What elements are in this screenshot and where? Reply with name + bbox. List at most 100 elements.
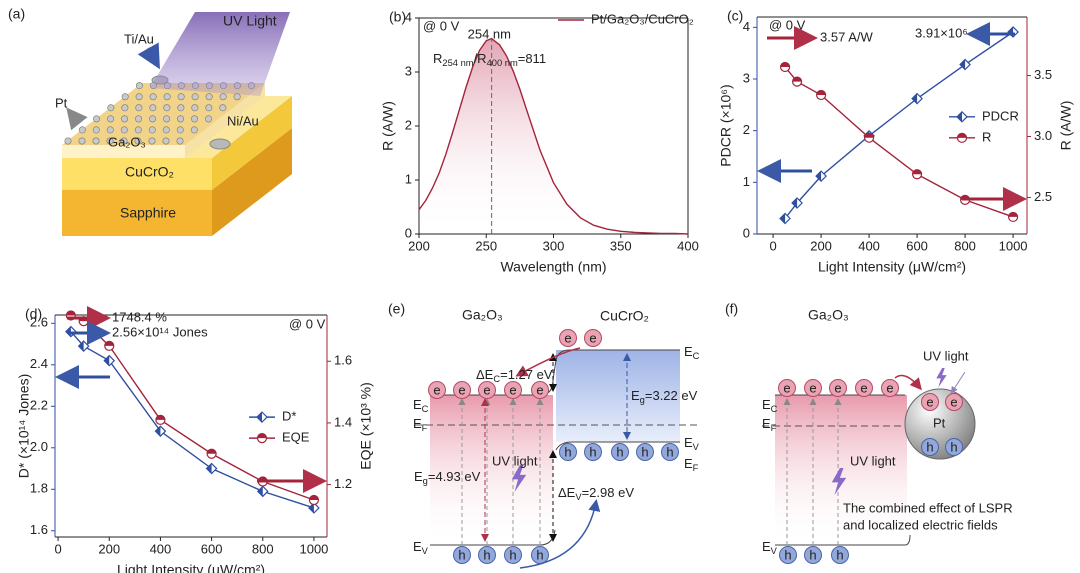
x-tick-label: 600: [201, 541, 223, 556]
marker-half: [104, 355, 110, 366]
particle-label: e: [433, 382, 440, 397]
pt-nanoparticle: [149, 115, 157, 123]
y-tick-label: 2.6: [30, 315, 48, 330]
data-point: [911, 92, 923, 105]
ga2o3-band: [430, 395, 553, 545]
legend-marker: [956, 110, 968, 123]
hole: h: [921, 438, 939, 456]
particle-circle: [855, 379, 873, 397]
x-tick-label: 200: [408, 238, 430, 253]
pt-nanoparticle: [219, 93, 227, 101]
layer-label: CuCrO₂: [125, 164, 174, 180]
pt-nanoparticle: [177, 93, 185, 101]
marker-half: [257, 433, 267, 439]
particle-label: e: [926, 394, 933, 409]
particle-circle: [504, 546, 522, 564]
text-part: E: [762, 416, 771, 431]
text-part: E: [762, 539, 771, 554]
pt-nanoparticle: [191, 115, 199, 123]
y-tick-label: 1.6: [30, 522, 48, 537]
y2-axis-label: EQE (×10³ %): [358, 382, 374, 470]
text-part: V: [771, 546, 778, 556]
pt-nanoparticle: [134, 137, 142, 145]
hole: h: [531, 546, 549, 564]
hole: h: [453, 546, 471, 564]
data-point: [815, 170, 827, 182]
sapphire-front: [62, 190, 212, 236]
data-point: [77, 340, 90, 352]
legend-marker: [256, 433, 268, 444]
y-axis-label: PDCR (×10⁶): [718, 84, 734, 166]
x-tick-label: 200: [810, 238, 832, 253]
x-tick-label: 0: [769, 238, 776, 253]
peak-label: 254 nm: [468, 26, 511, 41]
y-tick-label: 2.2: [30, 398, 48, 413]
band-label: EF: [762, 416, 777, 433]
layer-label: Ga₂O₃: [108, 134, 146, 149]
pt-nanoparticle: [163, 115, 171, 123]
pt-nanoparticle: [163, 93, 171, 101]
pt-nanoparticle: [93, 115, 101, 123]
pt-nanoparticle: [162, 137, 170, 145]
particle-label: h: [809, 547, 816, 562]
electron: e: [453, 381, 471, 399]
text-part: V: [422, 546, 429, 556]
y-axis-label: R (A/W): [380, 101, 396, 151]
data-point: [205, 462, 218, 475]
text-part: C: [422, 404, 429, 414]
effect-label: and localized electric fields: [843, 517, 998, 532]
particle-label: e: [886, 380, 893, 395]
y-tick-label: 3: [743, 70, 750, 85]
marker-half: [912, 169, 922, 175]
particle-label: h: [666, 444, 673, 459]
text-part: 254 nm: [442, 58, 473, 68]
y-tick-label: 1: [743, 174, 750, 189]
cucro2-side: [212, 96, 292, 190]
pt-nanoparticle: [120, 137, 128, 145]
electron: e: [428, 381, 446, 399]
x-tick-label: 350: [610, 238, 632, 253]
data-point: [103, 354, 116, 367]
hole: h: [804, 546, 822, 564]
electron: e: [855, 379, 873, 397]
y-tick-label: 1: [405, 171, 412, 186]
x-tick-label: 1000: [999, 238, 1028, 253]
series-line: [784, 31, 1014, 219]
cucro2-front: [62, 158, 212, 190]
marker-half: [257, 412, 262, 423]
x-tick-label: 600: [906, 238, 928, 253]
particle-label: e: [783, 380, 790, 395]
particle-circle: [584, 329, 602, 347]
text-part: =811: [518, 51, 546, 66]
electron: e: [778, 379, 796, 397]
marker-half: [207, 449, 217, 454]
pt-nanoparticle: [78, 137, 86, 145]
y-tick-label: 3: [405, 63, 412, 78]
pointer: [137, 42, 160, 70]
x-tick-label: 200: [98, 541, 120, 556]
annotation: @ 0 V: [423, 18, 460, 33]
pt-nanoparticle: [191, 93, 199, 101]
particle-label: e: [509, 382, 516, 397]
particle-label: h: [536, 547, 543, 562]
pt-nanoparticle: [106, 137, 114, 145]
x-tick-label: 400: [858, 238, 880, 253]
text-part: E: [413, 416, 422, 431]
y-tick-label: 2: [743, 122, 750, 137]
pt-nanoparticle: [176, 126, 184, 134]
text-part: V: [575, 492, 582, 502]
particle-circle: [531, 381, 549, 399]
particle-label: e: [589, 330, 596, 345]
pt-nanoparticle: [107, 115, 115, 123]
data-point: [779, 61, 791, 73]
pt-nanoparticle: [177, 115, 185, 123]
electron: e: [921, 393, 939, 411]
gap-label: Eg=3.22 eV: [631, 388, 698, 405]
pt-nanoparticle: [121, 93, 129, 101]
text-part: g: [640, 395, 645, 405]
area-fill: [419, 38, 688, 234]
x-tick-label: 250: [475, 238, 497, 253]
pt-label: Pt: [933, 415, 946, 430]
data-point: [154, 425, 167, 438]
data-point: [256, 485, 269, 498]
